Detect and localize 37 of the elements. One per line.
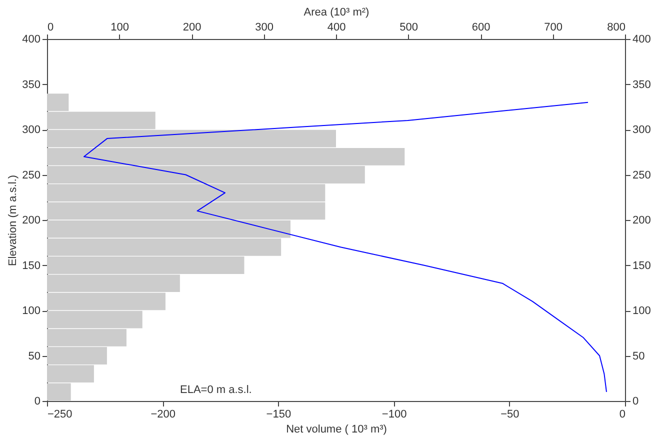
y2-tick-label: 50 (632, 350, 645, 362)
y-axis-title: Elevation (m a.s.l.) (7, 174, 20, 266)
x2-tick-label: 300 (255, 22, 274, 34)
y-tick-label: 100 (22, 305, 40, 317)
x-tick-label: −200 (150, 408, 176, 420)
x-tick-label: −100 (382, 408, 407, 420)
y2-tick-label: 400 (632, 34, 651, 46)
y2-tick-label: 150 (632, 260, 651, 272)
y-tick-label: 400 (22, 34, 40, 46)
y2-tick-label: 100 (632, 305, 651, 317)
x2-tick-label: 500 (400, 22, 418, 34)
y2-tick-label: 200 (632, 214, 651, 226)
y-tick-label: 250 (22, 169, 40, 182)
y-tick-label: 350 (22, 78, 40, 91)
y2-tick-label: 300 (632, 124, 651, 136)
y-tick-label: 150 (22, 260, 40, 272)
y2-tick-label: 250 (632, 169, 651, 182)
y-tick-label: 0 (34, 396, 40, 408)
y-tick-label: 50 (28, 350, 40, 362)
x2-axis-title: Area (10³ m²) (304, 6, 370, 18)
y-tick-label: 200 (22, 214, 40, 226)
x2-tick-label: 400 (327, 22, 346, 34)
x2-tick-label: 800 (607, 22, 626, 34)
x2-tick-label: 0 (48, 22, 54, 34)
x-tick-label: −250 (48, 408, 72, 420)
x2-tick-label: 200 (182, 22, 202, 34)
x2-tick-label: 700 (544, 22, 562, 34)
annotation: ELA=0 m a.s.l. (180, 384, 252, 396)
x2-tick-label: 100 (110, 22, 129, 34)
y-tick-label: 300 (22, 124, 40, 136)
x-tick-label: −150 (266, 408, 292, 420)
y2-tick-label: 350 (632, 78, 651, 91)
x-tick-label: 0 (619, 408, 626, 420)
y2-tick-label: 0 (632, 396, 639, 408)
x-tick-label: −50 (500, 408, 520, 420)
x-axis-title: Net volume ( 10³ m³) (286, 424, 387, 436)
x2-tick-label: 600 (472, 22, 490, 34)
